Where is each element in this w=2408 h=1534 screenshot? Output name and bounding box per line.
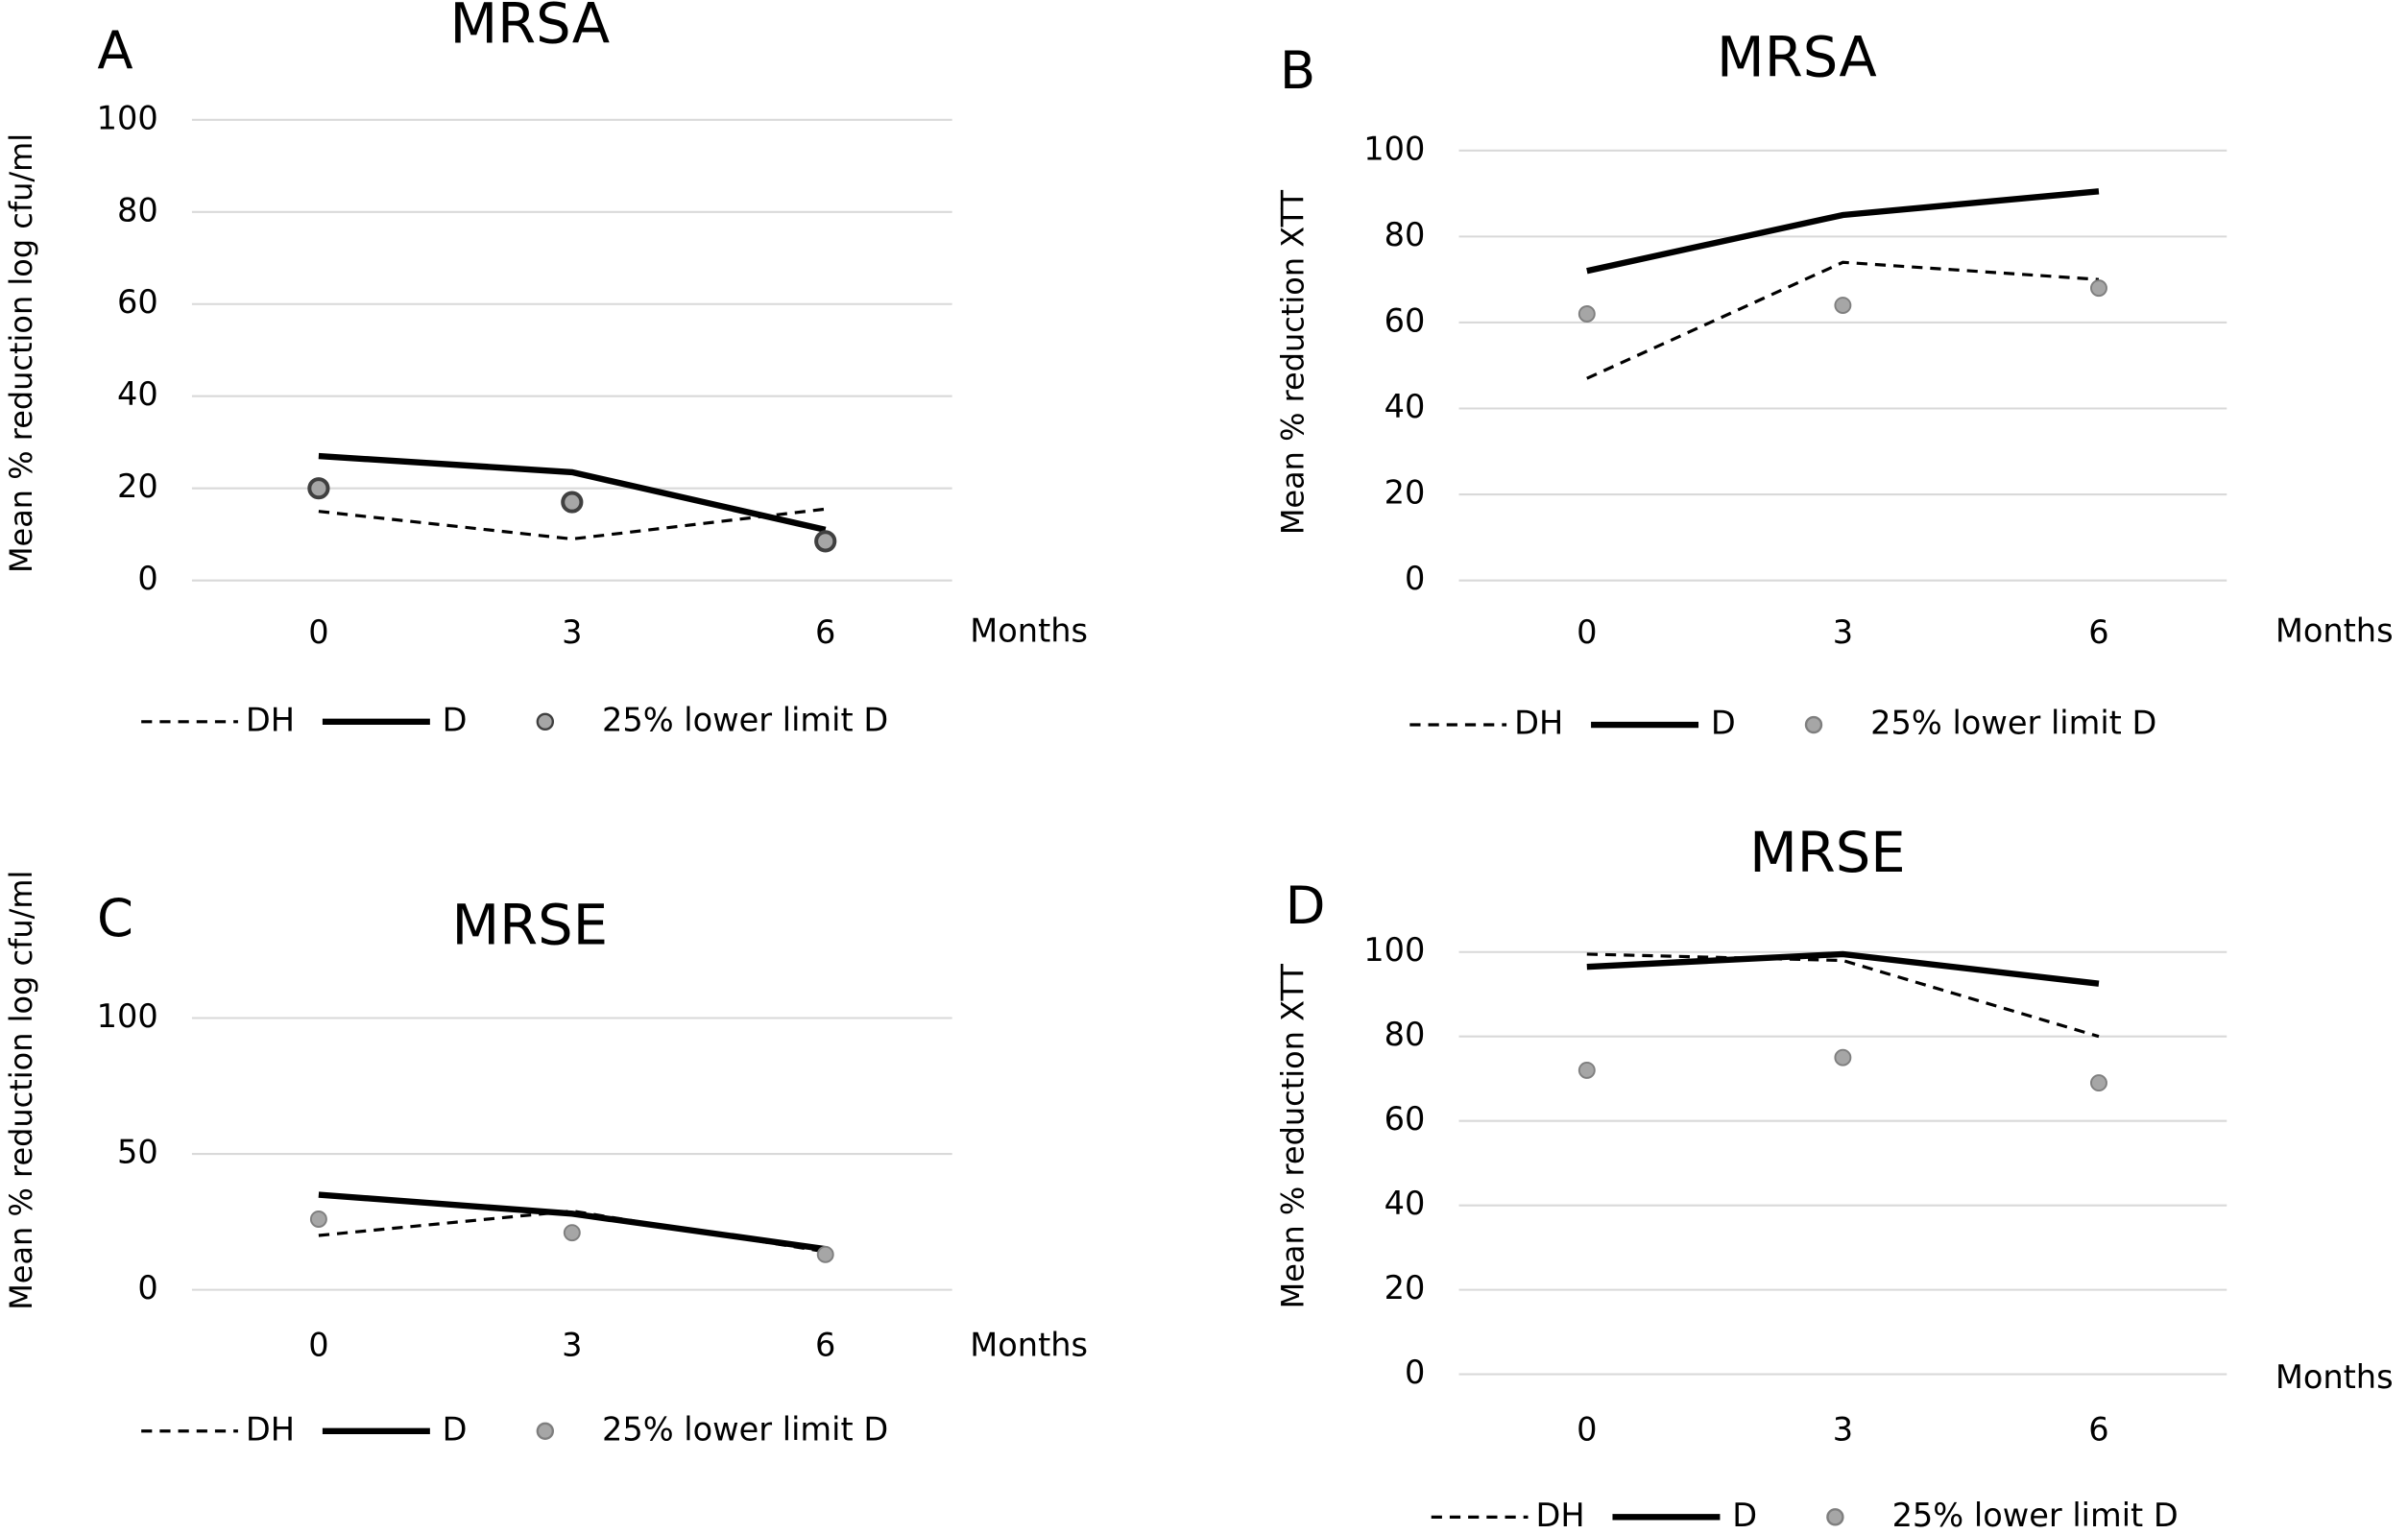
x-tick-label: 0 <box>1577 613 1597 651</box>
x-tick-label: 6 <box>2088 613 2108 651</box>
data-point <box>563 1224 581 1242</box>
data-point <box>307 477 330 500</box>
x-tick-label: 6 <box>815 613 835 651</box>
legend-marker <box>1826 1508 1844 1526</box>
y-tick-label: 60 <box>1385 1100 1426 1138</box>
series-line <box>318 452 827 533</box>
legend-label: D <box>443 701 468 738</box>
x-axis-label: Months <box>970 1326 1088 1363</box>
legend-label: DH <box>1514 705 1563 742</box>
x-tick-label: 0 <box>1577 1410 1597 1448</box>
y-axis-label: Mean % reduction XTT <box>1274 189 1311 535</box>
x-tick-label: 6 <box>815 1326 835 1363</box>
series-line <box>1586 260 2100 380</box>
legend-label: D <box>1732 1497 1757 1534</box>
data-point <box>2090 1074 2107 1092</box>
y-tick-label: 50 <box>117 1134 158 1171</box>
series-line <box>318 1191 827 1253</box>
y-tick-label: 60 <box>1385 301 1426 339</box>
y-tick-label: 80 <box>1385 1016 1426 1053</box>
legend-label: D <box>443 1410 468 1448</box>
data-point <box>2090 279 2107 298</box>
y-axis-label: Mean % reduction log cfu/ml <box>3 133 39 573</box>
y-tick-label: 0 <box>137 1269 157 1306</box>
series-line <box>1586 952 2100 1039</box>
x-axis-label: Months <box>970 612 1088 650</box>
y-tick-label: 100 <box>97 99 158 136</box>
x-tick-label: 3 <box>1833 1410 1853 1448</box>
legend-label: 25% lower limit D <box>1892 1497 2179 1534</box>
y-tick-label: 0 <box>1405 1354 1425 1391</box>
chart-title: MRSA <box>449 0 610 56</box>
panel-label: C <box>97 888 133 948</box>
series-line <box>318 507 826 541</box>
legend-marker <box>536 1422 555 1440</box>
y-axis-label: Mean % reduction log cfu/ml <box>3 871 39 1310</box>
y-tick-label: 40 <box>1385 1185 1426 1222</box>
chart-title: MRSE <box>1749 821 1906 885</box>
panel-label: D <box>1286 875 1326 936</box>
legend-label: 25% lower limit D <box>602 1410 888 1448</box>
y-tick-label: 20 <box>117 467 158 505</box>
x-tick-label: 3 <box>562 613 582 651</box>
x-tick-label: 3 <box>562 1326 582 1363</box>
legend-label: DH <box>246 1410 295 1448</box>
y-tick-label: 40 <box>117 375 158 413</box>
y-tick-label: 0 <box>1405 560 1425 597</box>
legend-marker <box>1804 715 1823 734</box>
y-tick-label: 100 <box>1363 931 1425 969</box>
data-point <box>1834 1048 1852 1067</box>
y-tick-label: 20 <box>1385 474 1426 512</box>
legend-label: 25% lower limit D <box>602 701 888 738</box>
x-tick-label: 3 <box>1833 613 1853 651</box>
x-tick-label: 0 <box>308 1326 328 1363</box>
chart-title: MRSE <box>452 893 609 957</box>
data-point <box>561 491 584 514</box>
data-point <box>309 1210 327 1228</box>
legend-label: 25% lower limit D <box>1870 705 2156 742</box>
y-tick-label: 80 <box>117 191 158 228</box>
panel-label: B <box>1280 40 1315 101</box>
data-point <box>1577 305 1596 323</box>
y-tick-label: 100 <box>97 997 158 1035</box>
y-tick-label: 60 <box>117 283 158 321</box>
data-point <box>814 530 837 553</box>
y-tick-label: 0 <box>137 560 157 597</box>
y-tick-label: 80 <box>1385 216 1426 253</box>
y-tick-label: 40 <box>1385 388 1426 425</box>
legend-label: DH <box>246 701 295 738</box>
data-point <box>816 1245 834 1263</box>
y-tick-label: 100 <box>1363 130 1425 167</box>
y-axis-label: Mean % reduction XTT <box>1274 964 1311 1309</box>
y-tick-label: 20 <box>1385 1269 1426 1306</box>
x-tick-label: 6 <box>2088 1410 2108 1448</box>
legend-marker <box>536 712 555 731</box>
series-line <box>1586 188 2100 275</box>
panel-label: A <box>97 20 132 81</box>
x-axis-label: Months <box>2276 612 2394 650</box>
legend-label: D <box>1711 705 1736 742</box>
data-point <box>1577 1061 1596 1079</box>
legend-label: DH <box>1535 1497 1584 1534</box>
x-tick-label: 0 <box>308 613 328 651</box>
chart-title: MRSA <box>1717 26 1877 90</box>
data-point <box>1834 297 1852 314</box>
series-line <box>1586 950 2100 987</box>
x-axis-label: Months <box>2276 1358 2394 1396</box>
